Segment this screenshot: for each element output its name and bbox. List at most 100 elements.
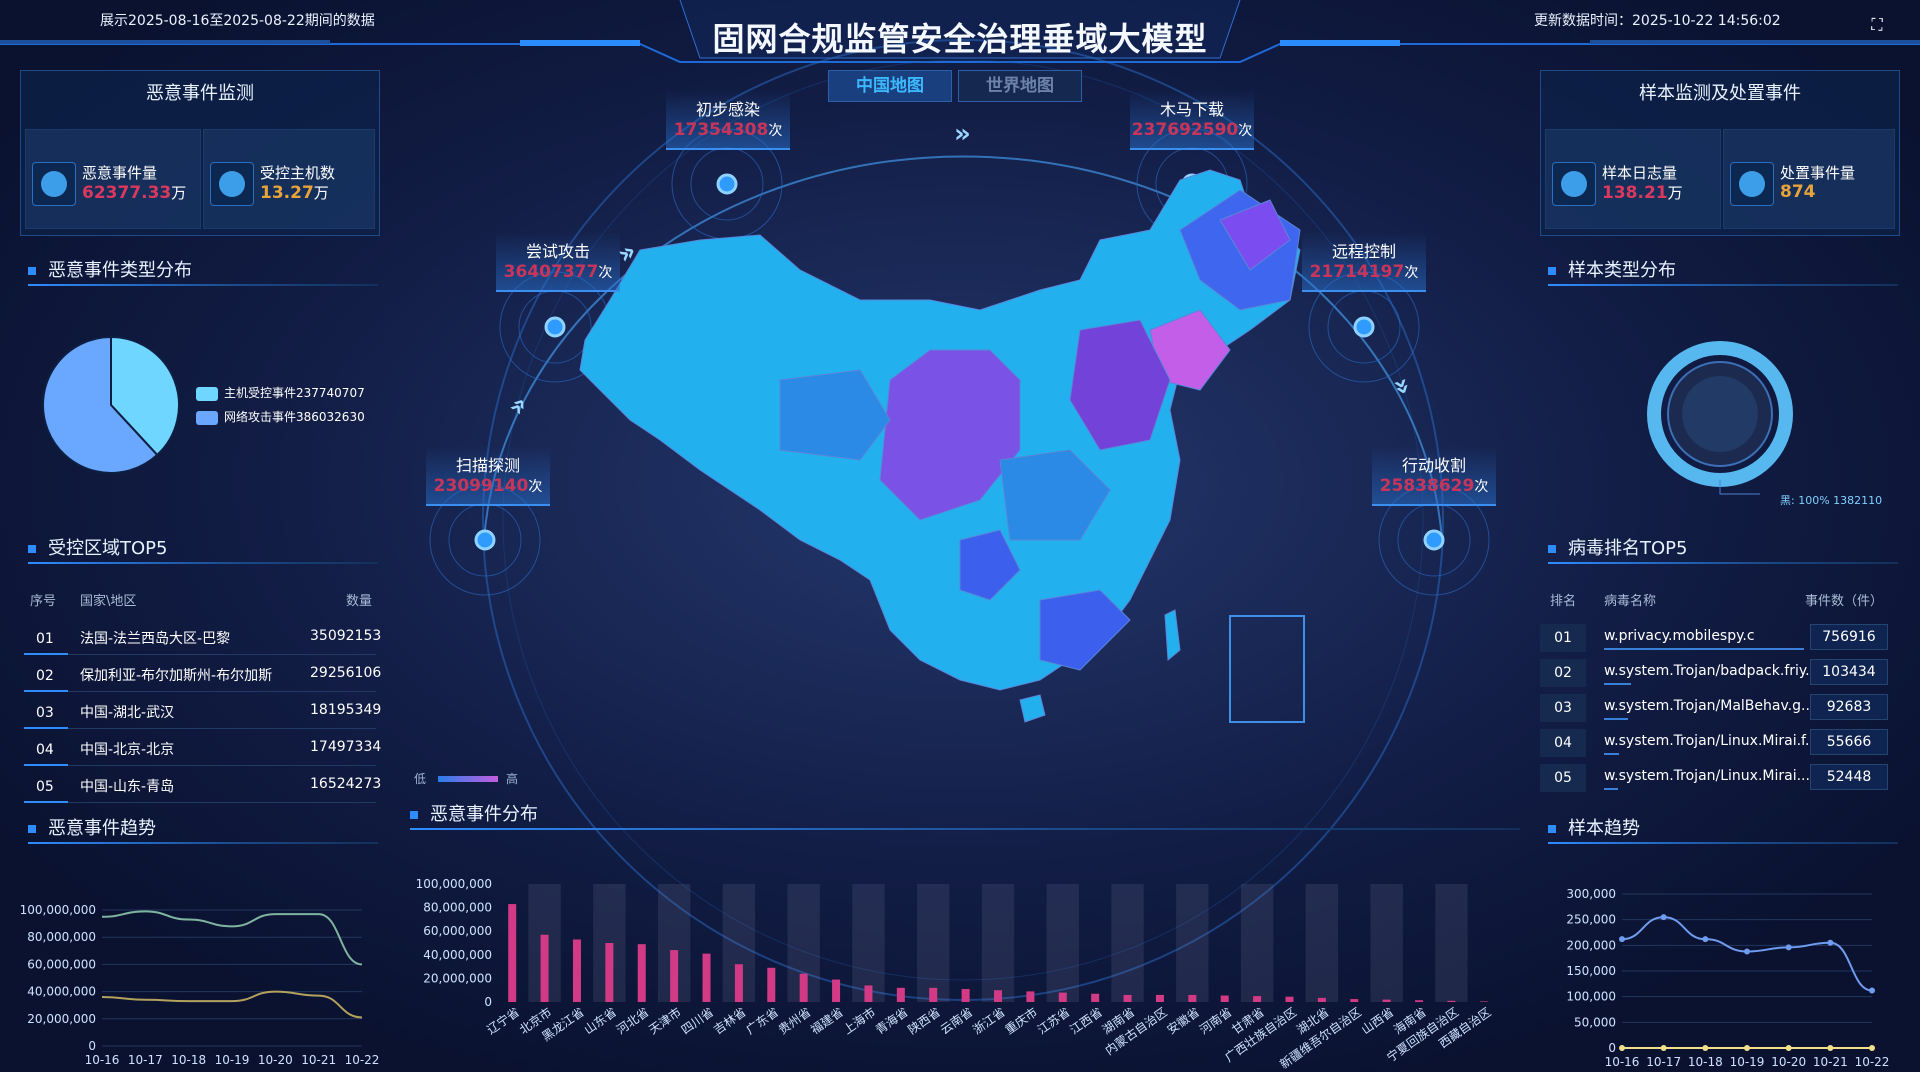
- stat-handled-events: 处置事件量 874: [1723, 129, 1895, 229]
- fullscreen-icon[interactable]: ⛶: [1871, 15, 1883, 34]
- node-label: 初步感染: [695, 100, 760, 119]
- virus-count: 52448: [1810, 764, 1888, 790]
- virus-name: w.system.Trojan/Linux.Mirai.f.a: [1604, 733, 1810, 749]
- node-label: 木马下载: [1159, 100, 1224, 119]
- bar: [929, 987, 938, 1002]
- x-tick-label: 贵州省: [776, 1005, 814, 1037]
- bar-band: [1240, 884, 1274, 1002]
- virus-bar: [1604, 753, 1619, 755]
- node-label: 尝试攻击: [525, 242, 590, 261]
- bar: [1253, 996, 1262, 1002]
- data-point: [1660, 914, 1667, 921]
- table-row-count: 17497334: [310, 739, 382, 755]
- row-accent: [24, 690, 68, 692]
- x-tick-label: 10-18: [1688, 1055, 1723, 1069]
- bar: [1058, 992, 1067, 1002]
- bar: [1091, 993, 1100, 1002]
- table-row-rank: 04: [36, 742, 54, 758]
- stat-value: 874: [1780, 182, 1816, 202]
- sample-type-donut: [1647, 341, 1793, 495]
- x-tick-label: 江苏省: [1035, 1005, 1073, 1037]
- bar-band: [1435, 884, 1468, 1002]
- table-header-region: 国家\地区: [80, 594, 137, 609]
- x-tick-label: 10-17: [128, 1053, 163, 1067]
- x-tick-label: 10-19: [215, 1053, 250, 1067]
- tab-world-map[interactable]: 世界地图: [958, 70, 1082, 102]
- table-row-region: 法国-法兰西岛大区-巴黎: [80, 631, 231, 647]
- x-tick-label: 江西省: [1067, 1005, 1105, 1037]
- data-point: [1702, 936, 1709, 943]
- bar: [961, 989, 970, 1002]
- x-tick-label: 福建省: [808, 1004, 846, 1037]
- table-header-rank: 排名: [1550, 594, 1577, 609]
- row-accent: [24, 727, 68, 729]
- bar: [1026, 991, 1035, 1002]
- table-row-rank: 03: [36, 705, 54, 721]
- node-value: 17354308次: [673, 120, 783, 140]
- bar: [702, 953, 711, 1002]
- node-value: 21714197次: [1309, 262, 1419, 282]
- virus-count: 756916: [1810, 624, 1888, 650]
- bar: [1155, 994, 1164, 1002]
- y-tick-label: 80,000,000: [423, 901, 492, 915]
- section-divider: [28, 562, 378, 564]
- x-tick-label: 广东省: [743, 1005, 781, 1037]
- data-point: [1702, 1045, 1709, 1051]
- data-point: [1744, 1045, 1750, 1051]
- node-value: 36407377次: [503, 262, 613, 282]
- y-tick-label: 20,000,000: [423, 971, 492, 985]
- stat-value: 138.21万: [1602, 183, 1683, 203]
- stat-sample-logs: 样本日志量 138.21万: [1545, 129, 1721, 229]
- x-tick-label: 河北省: [614, 1005, 652, 1037]
- malicious-monitor-panel: 恶意事件监测 恶意事件量 62377.33万 受控主机数 13.27万: [20, 70, 380, 236]
- table-row-region: 中国-湖北-武汉: [80, 705, 175, 721]
- panel-title: 样本监测及处置事件: [1639, 83, 1801, 104]
- table-row-count: 18195349: [310, 702, 382, 718]
- kill-chain-node: 扫描探测 23099140次: [426, 446, 550, 506]
- x-tick-label: 陕西省: [905, 1004, 943, 1037]
- section-title: 恶意事件趋势: [28, 814, 156, 840]
- y-tick-label: 20,000,000: [27, 1012, 96, 1026]
- row-divider: [24, 728, 376, 729]
- x-tick-label: 10-22: [345, 1053, 380, 1067]
- row-accent: [24, 653, 68, 655]
- kill-chain-node: 远程控制 21714197次: [1302, 232, 1426, 292]
- bar: [1350, 999, 1359, 1002]
- bar: [605, 943, 614, 1002]
- bar: [1188, 994, 1197, 1002]
- stat-label: 受控主机数: [260, 164, 336, 182]
- data-point: [1744, 948, 1750, 955]
- x-tick-label: 10-21: [301, 1053, 336, 1067]
- kill-chain-node: 行动收割 25838629次: [1372, 446, 1496, 506]
- stat-label: 处置事件量: [1780, 164, 1856, 182]
- table-header-count: 数量: [346, 594, 373, 609]
- virus-name: w.system.Trojan/badpack.friy.a: [1604, 663, 1810, 679]
- bar: [734, 964, 743, 1002]
- data-point: [1869, 987, 1875, 994]
- x-tick-label: 天津市: [646, 1004, 684, 1037]
- bar-band: [1370, 884, 1403, 1002]
- virus-name: w.system.Trojan/MalBehav.g...: [1604, 698, 1810, 714]
- bar: [1220, 995, 1229, 1002]
- series-line-1: [101, 990, 363, 1019]
- legend-swatch: [196, 410, 218, 425]
- bar-band: [1111, 884, 1144, 1002]
- stat-label: 恶意事件量: [82, 164, 158, 182]
- map-legend-high: 高: [506, 772, 519, 786]
- data-point: [1785, 944, 1792, 951]
- virus-bar: [1604, 683, 1631, 685]
- tab-china-map[interactable]: 中国地图: [828, 70, 952, 102]
- bar: [767, 967, 776, 1002]
- row-divider: [24, 765, 376, 766]
- virus-rank: 05: [1540, 764, 1586, 792]
- virus-name: w.system.Trojan/Linux.Mirai....: [1604, 768, 1810, 784]
- bar: [1447, 1000, 1456, 1002]
- node-value: 23099140次: [433, 476, 543, 496]
- x-tick-label: 四川省: [679, 1005, 717, 1037]
- bar-band: [1046, 884, 1079, 1002]
- data-point: [1660, 1045, 1667, 1051]
- section-divider: [1548, 284, 1898, 286]
- stat-controlled-hosts: 受控主机数 13.27万: [203, 129, 375, 229]
- x-tick-label: 10-16: [85, 1053, 120, 1067]
- x-tick-label: 10-18: [171, 1053, 206, 1067]
